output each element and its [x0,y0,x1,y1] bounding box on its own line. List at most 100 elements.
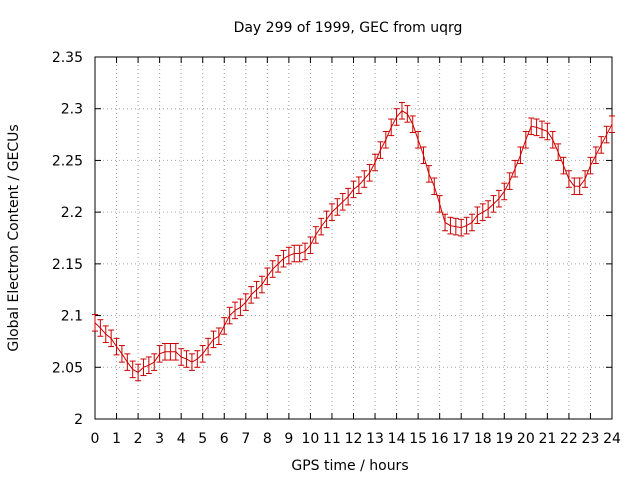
error-bar-point [506,172,513,190]
error-bar-point [328,203,335,221]
error-bar-point [436,195,443,213]
error-bar-point [490,195,497,213]
error-bar-point [485,200,492,218]
error-bar-point [382,130,389,149]
error-bar-point [242,293,249,311]
error-bar-point [248,286,255,304]
error-bar-point [366,164,373,182]
x-tick-label: 3 [155,431,164,447]
error-bar-point [167,342,174,361]
error-bar-point [404,105,411,123]
axis-ticks [94,56,613,420]
error-bar-point [113,337,120,356]
error-bar-point [355,176,362,195]
error-bar-point [603,125,610,144]
error-bar-point [549,130,556,149]
error-bar-point [140,358,147,377]
error-bar-point [361,170,368,188]
x-tick-label: 20 [517,431,535,447]
error-bar-point [447,216,454,235]
x-tick-label: 4 [177,431,186,447]
x-tick-label: 8 [263,431,272,447]
x-tick-label: 19 [495,431,513,447]
error-bar-point [97,319,104,337]
gec-series [92,102,615,382]
x-tick-label: 16 [431,431,449,447]
error-bar-point [452,217,459,236]
error-bar-point [318,217,325,236]
x-tick-label: 11 [323,431,341,447]
error-bar-point [188,353,195,371]
error-bar-point [372,153,379,172]
error-bar-point [398,102,405,120]
error-bar-point [501,182,508,201]
x-tick-label: 22 [560,431,578,447]
error-bar-point [269,260,276,278]
error-bar-point [124,353,131,371]
error-bar-point [135,363,142,382]
error-bar-point [162,342,169,361]
error-bar-point [609,115,615,134]
x-tick-label: 1 [112,431,121,447]
error-bar-point [555,143,562,161]
x-tick-label: 7 [241,431,250,447]
error-bar-point [415,130,422,149]
error-bar-point [517,146,524,165]
error-bar-point [377,141,384,159]
x-tick-label: 9 [284,431,293,447]
y-tick-label: 2.2 [61,205,83,221]
error-bar-point [102,325,109,343]
error-bar-point [463,216,470,235]
error-bar-point [215,327,222,346]
error-bar-point [145,356,152,374]
error-bar-point [582,170,589,188]
error-bar-point [232,301,239,320]
error-bar-point [285,246,292,265]
error-bar-point [183,350,190,368]
y-tick-label: 2 [74,412,83,428]
error-bar-point [442,213,449,232]
error-bar-point [237,298,244,317]
error-bar-point [420,146,427,165]
error-bar-point [598,136,605,154]
error-bar-point [221,317,228,335]
error-bar-point [205,337,212,356]
error-bar-point [431,177,438,196]
error-bar-point [108,329,115,348]
chart-title: Day 299 of 1999, GEC from uqrg [234,20,463,36]
error-bar-point [291,244,298,263]
y-tick-label: 2.3 [61,102,83,118]
error-bar-point [425,165,432,183]
x-tick-label: 23 [582,431,600,447]
error-bar-point [323,210,330,229]
error-bar-point [522,130,529,149]
error-bar-point [280,249,287,268]
error-bar-point [458,218,465,237]
error-bar-point [92,314,98,332]
x-axis-label: GPS time / hours [291,458,408,474]
x-tick-label: 10 [302,431,320,447]
x-tick-label: 14 [388,431,406,447]
x-tick-label: 5 [198,431,207,447]
error-bar-point [587,156,594,175]
error-bar-point [129,360,136,379]
x-tick-label: 21 [538,431,556,447]
error-bar-point [393,108,400,126]
x-tick-label: 24 [603,431,621,447]
error-bar-point [339,193,346,211]
error-bar-point [560,156,567,175]
error-bar-point [118,345,125,363]
error-bar-point [312,226,319,244]
y-tick-label: 2.05 [52,360,83,376]
x-tick-label: 0 [91,431,100,447]
error-bar-point [576,177,583,196]
error-bar-point [544,122,551,141]
error-bar-point [512,159,519,178]
error-bar-point [345,187,352,206]
error-bar-point [334,198,341,216]
error-bar-point [210,330,217,349]
error-bar-point [258,275,265,294]
y-tick-label: 2.35 [52,50,83,66]
grid [95,57,612,419]
